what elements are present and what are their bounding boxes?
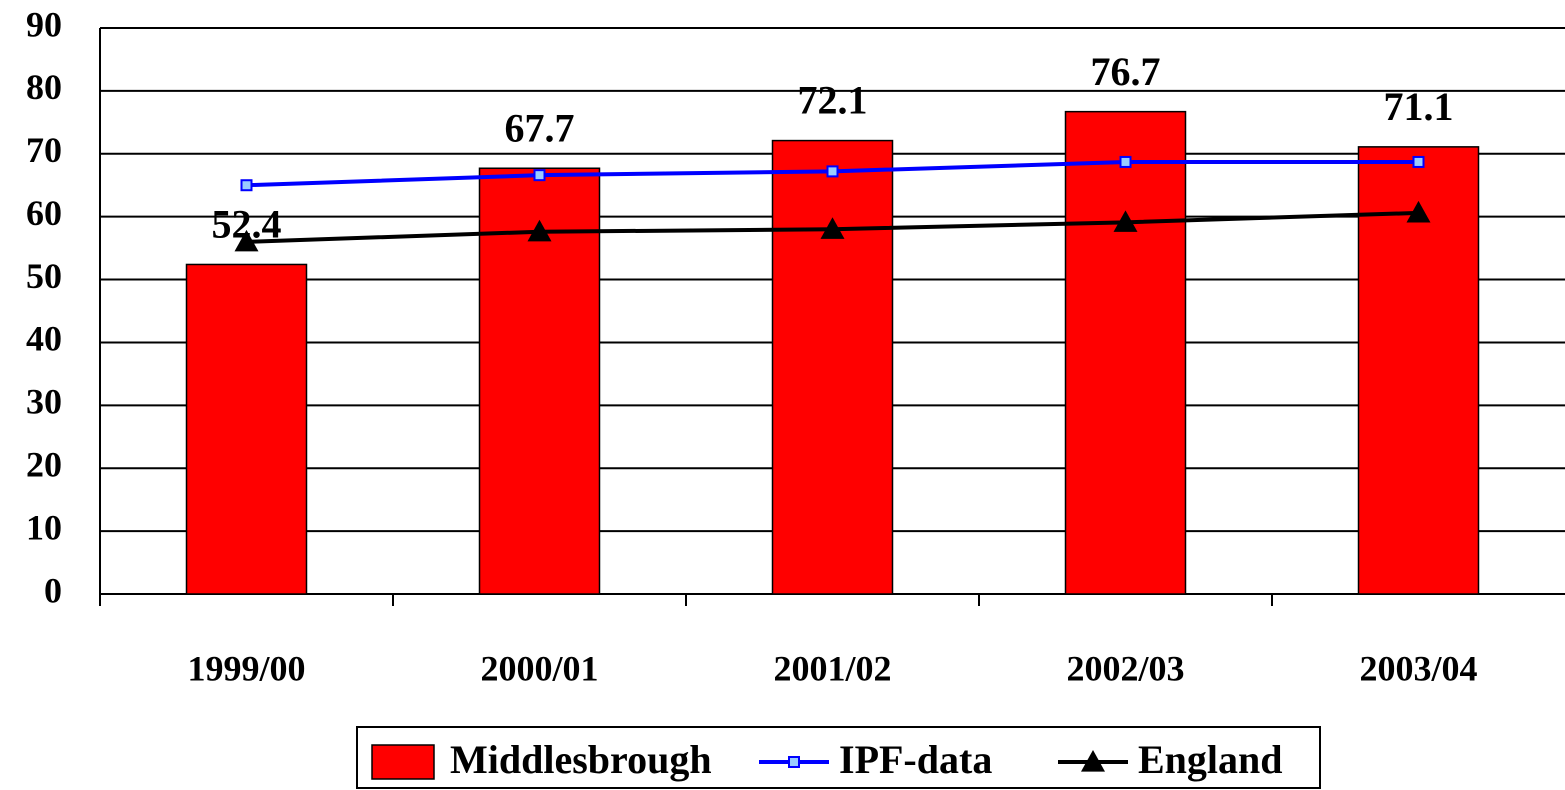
legend-box bbox=[356, 726, 1321, 789]
x-tick-label: 2003/04 bbox=[1359, 648, 1477, 688]
y-tick-label: 50 bbox=[26, 256, 62, 296]
bar bbox=[771, 139, 894, 595]
bar bbox=[1064, 110, 1187, 595]
marker bbox=[527, 219, 552, 242]
marker bbox=[820, 217, 845, 239]
marker bbox=[826, 165, 839, 178]
x-tick-label: 1999/00 bbox=[187, 648, 305, 688]
y-tick-label: 60 bbox=[26, 193, 62, 233]
y-tick-label: 80 bbox=[26, 67, 62, 107]
y-tick-label: 40 bbox=[26, 319, 62, 359]
legend-marker bbox=[788, 756, 800, 768]
marker bbox=[1412, 155, 1425, 168]
legend-marker bbox=[1081, 750, 1105, 772]
legend-label: England bbox=[1138, 737, 1283, 782]
marker bbox=[1113, 210, 1138, 232]
x-tick-label: 2000/01 bbox=[480, 648, 598, 688]
y-tick-label: 20 bbox=[26, 444, 62, 484]
y-tick-label: 10 bbox=[26, 507, 62, 547]
bar bbox=[185, 263, 308, 595]
marker bbox=[234, 229, 259, 252]
y-tick-label: 70 bbox=[26, 130, 62, 170]
x-tick-label: 2001/02 bbox=[773, 648, 891, 688]
bar-value-label: 67.7 bbox=[505, 105, 575, 150]
y-tick-label: 0 bbox=[44, 570, 62, 610]
y-tick-label: 90 bbox=[26, 4, 62, 44]
marker bbox=[1406, 200, 1431, 223]
bar-value-label: 76.7 bbox=[1091, 49, 1161, 94]
marker bbox=[1119, 155, 1132, 168]
bar-value-label: 71.1 bbox=[1384, 84, 1454, 129]
x-tick-label: 2002/03 bbox=[1066, 648, 1184, 688]
bar-value-label: 72.1 bbox=[798, 78, 868, 123]
marker bbox=[240, 179, 253, 192]
legend-label: Middlesbrough bbox=[450, 737, 712, 782]
marker bbox=[533, 169, 546, 182]
legend-swatch bbox=[371, 744, 435, 780]
legend-label: IPF-data bbox=[839, 737, 992, 782]
y-tick-label: 30 bbox=[26, 382, 62, 422]
